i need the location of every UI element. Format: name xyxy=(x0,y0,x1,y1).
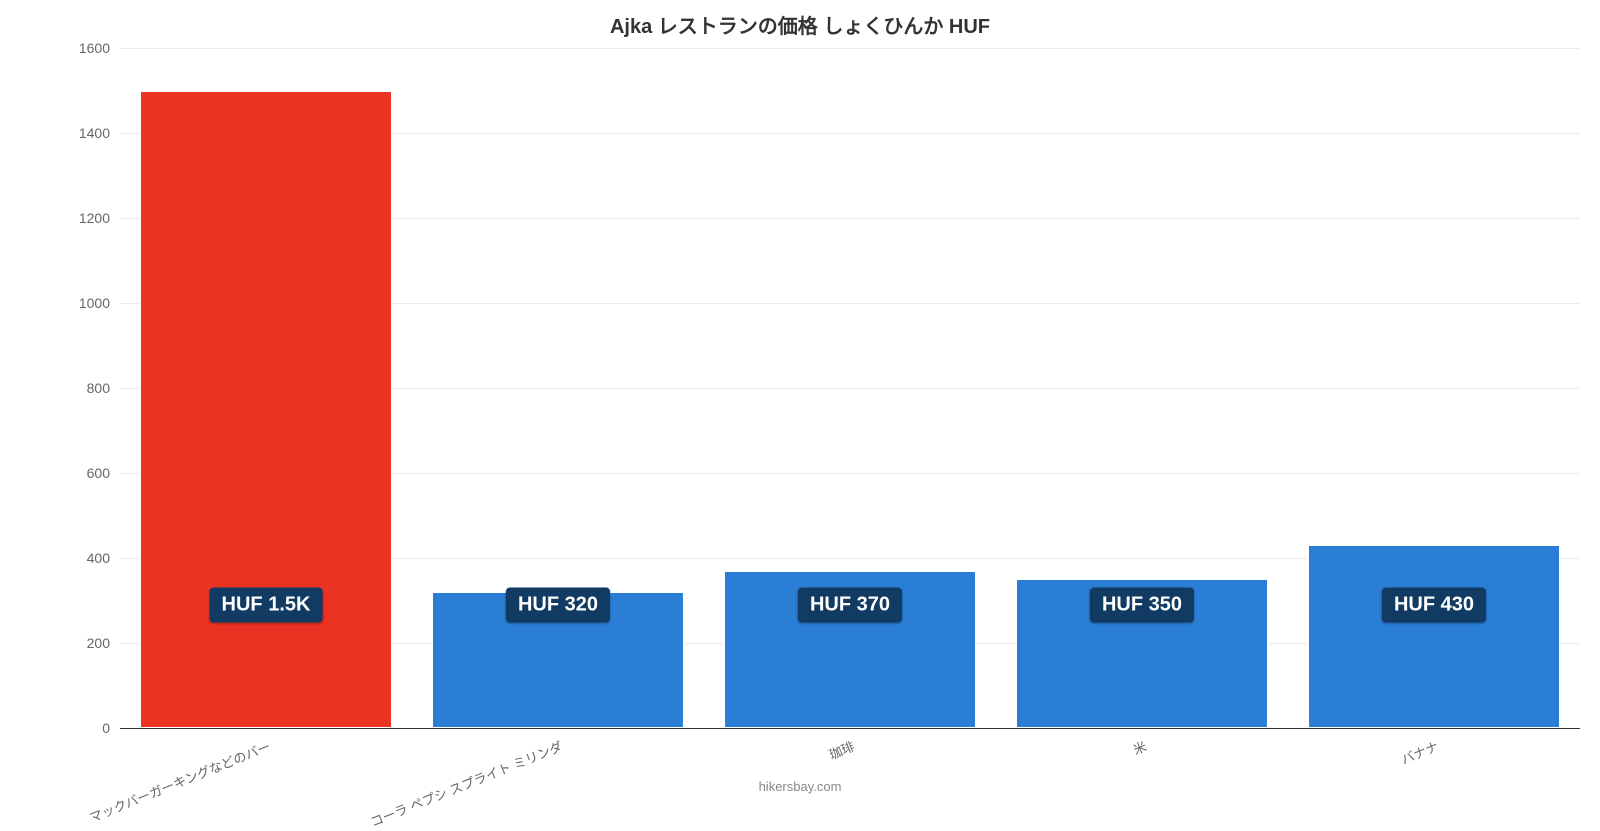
bar-value-label: HUF 350 xyxy=(1090,587,1194,622)
bar-value-label: HUF 430 xyxy=(1382,587,1486,622)
x-tick-label: バナナ xyxy=(1398,736,1441,768)
bar-value-label: HUF 370 xyxy=(798,587,902,622)
plot-area: 02004006008001000120014001600HUF 1.5Kマック… xyxy=(120,48,1580,728)
chart-credit: hikersbay.com xyxy=(0,779,1600,794)
x-axis-baseline xyxy=(120,728,1580,729)
y-tick-label: 400 xyxy=(87,550,120,566)
grid-line xyxy=(120,48,1580,49)
bar-value-label: HUF 320 xyxy=(506,587,610,622)
chart-container: Ajka レストランの価格 しょくひんか HUF 020040060080010… xyxy=(0,0,1600,800)
chart-title: Ajka レストランの価格 しょくひんか HUF xyxy=(0,10,1600,39)
y-tick-label: 1200 xyxy=(79,210,120,226)
y-tick-label: 0 xyxy=(102,720,120,736)
bar xyxy=(1308,545,1559,728)
y-tick-label: 1600 xyxy=(79,40,120,56)
y-tick-label: 1000 xyxy=(79,295,120,311)
bar-value-label: HUF 1.5K xyxy=(210,587,323,622)
y-tick-label: 600 xyxy=(87,465,120,481)
x-tick-label: 珈琲 xyxy=(826,736,857,763)
y-tick-label: 200 xyxy=(87,635,120,651)
x-tick-label: 米 xyxy=(1130,736,1149,758)
y-tick-label: 1400 xyxy=(79,125,120,141)
y-tick-label: 800 xyxy=(87,380,120,396)
bar xyxy=(140,91,391,729)
